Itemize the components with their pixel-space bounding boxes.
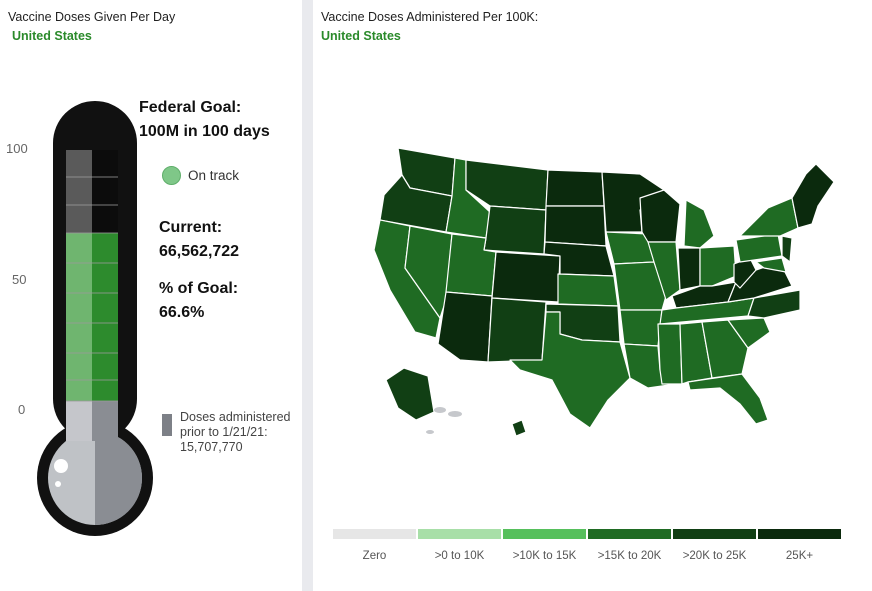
legend-label: >15K to 20K: [597, 550, 662, 562]
axis-tick-0: 0: [18, 402, 26, 417]
legend-item-20-25k: >20K to 25K: [673, 529, 756, 562]
map-subtitle: United States: [321, 29, 401, 43]
legend-label: >20K to 25K: [682, 550, 747, 562]
map-legend: Zero >0 to 10K >10K to 15K >15K to 20K >…: [333, 529, 841, 562]
map-title: Vaccine Doses Administered Per 100K:: [321, 10, 539, 24]
axis-tick-100: 100: [6, 141, 28, 156]
gauge-fill-left: [66, 233, 92, 401]
legend-label: Zero: [362, 550, 387, 562]
status-dot-icon: [162, 166, 181, 185]
gauge-fill: [92, 233, 118, 401]
legend-item-25k-plus: 25K+: [758, 529, 841, 562]
legend-item-15-20k: >15K to 20K: [588, 529, 671, 562]
legend-swatch: [503, 529, 586, 539]
gauge-prior: [92, 401, 118, 441]
left-panel-subtitle: United States: [12, 29, 92, 43]
legend-label: >0 to 10K: [434, 550, 485, 562]
legend-swatch: [418, 529, 501, 539]
gauge-ticks: [66, 176, 118, 402]
thermometer-gauge: [37, 101, 153, 536]
bulb-highlight: [54, 459, 68, 473]
current-label: Current:: [159, 219, 223, 236]
legend-label: >10K to 15K: [512, 550, 577, 562]
status-label: On track: [188, 168, 240, 183]
legend-swatch: [588, 529, 671, 539]
gauge-empty-right: [92, 150, 118, 233]
percent-label: % of Goal:: [159, 280, 239, 297]
right-panel: Vaccine Doses Administered Per 100K: Uni…: [313, 0, 872, 591]
prior-doses-swatch: [162, 414, 172, 436]
legend-swatch: [673, 529, 756, 539]
left-panel-title: Vaccine Doses Given Per Day: [8, 10, 176, 24]
current-value: 66,562,722: [159, 243, 240, 260]
legend-item-zero: Zero: [333, 529, 416, 562]
percent-value: 66.6%: [159, 304, 205, 321]
prior-doses-legend: Doses administered prior to 1/21/21: 15,…: [162, 410, 295, 455]
axis-tick-50: 50: [12, 272, 27, 287]
legend-item-0-10k: >0 to 10K: [418, 529, 501, 562]
legend-swatch: [758, 529, 841, 539]
legend-item-10-15k: >10K to 15K: [503, 529, 586, 562]
legend-label: 25K+: [785, 550, 814, 562]
prior-doses-text: Doses administered prior to 1/21/21: 15,…: [180, 410, 291, 454]
gauge-empty-left: [66, 150, 92, 233]
federal-goal-value: 100M in 100 days: [139, 123, 270, 140]
status-indicator: On track: [162, 166, 239, 185]
federal-goal-label: Federal Goal:: [139, 99, 242, 116]
gauge-prior-left: [66, 401, 92, 441]
left-panel: Vaccine Doses Given Per Day United State…: [0, 0, 302, 591]
legend-swatch: [333, 529, 416, 539]
panel-divider: [302, 0, 313, 591]
